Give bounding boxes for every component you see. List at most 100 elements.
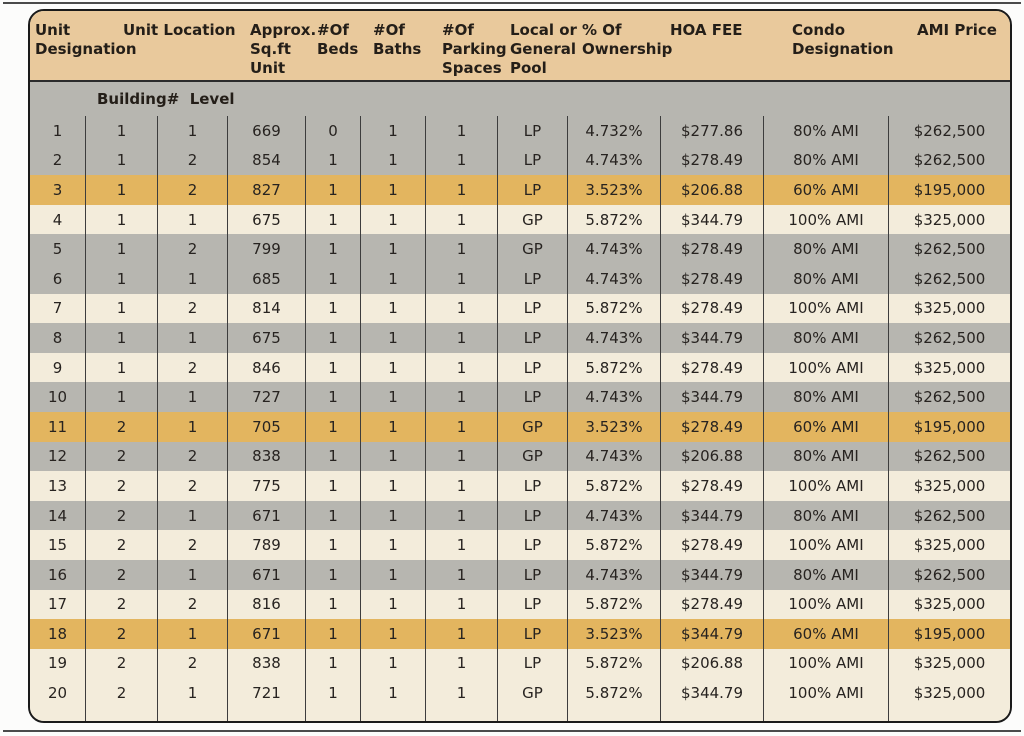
cell-building: 2 <box>85 559 157 590</box>
cell-hoa <box>660 707 763 721</box>
cell-building: 2 <box>85 471 157 501</box>
cell-baths: 1 <box>360 234 425 264</box>
unit-table: Unit Designation Unit Location Approx. S… <box>28 9 1012 723</box>
cell-pool: GP <box>497 441 567 472</box>
table-row: 4 1 1 675 1 1 1 GP 5.872% $344.79 100% AMI $325,000 <box>30 204 1010 235</box>
cell-pool: LP <box>497 293 567 324</box>
cell-level: 1 <box>157 559 227 590</box>
cell-beds: 1 <box>305 678 360 708</box>
cell-sqft: 799 <box>227 234 305 264</box>
cell-price: $325,000 <box>888 589 1010 620</box>
cell-beds: 1 <box>305 411 360 442</box>
cell-baths: 1 <box>360 619 425 649</box>
cell-beds: 1 <box>305 441 360 472</box>
table-row: 8 1 1 675 1 1 1 LP 4.743% $344.79 80% AMI $262,500 <box>30 323 1010 353</box>
cell-parking: 1 <box>425 411 497 442</box>
cell-price: $262,500 <box>888 382 1010 412</box>
cell-condo: 80% AMI <box>763 323 888 353</box>
cell-unit: 7 <box>52 299 63 318</box>
table-row: 17 2 2 816 1 1 1 LP 5.872% $278.49 100% AMI $325,00… <box>30 589 1010 620</box>
cell-price: $325,000 <box>888 352 1010 383</box>
cell-hoa: $278.49 <box>660 530 763 560</box>
cell-sqft: 671 <box>227 500 305 531</box>
cell-level: 1 <box>157 116 227 146</box>
cell-level <box>157 707 227 721</box>
cell-level: 1 <box>157 411 227 442</box>
table-row: 19 2 2 838 1 1 1 LP 5.872% $206.88 100% AMI $325,00… <box>30 648 1010 679</box>
cell-level: 1 <box>157 263 227 294</box>
cell-baths: 1 <box>360 293 425 324</box>
cell-sqft: 854 <box>227 145 305 176</box>
cell-level: 2 <box>157 530 227 560</box>
cell-hoa: $278.49 <box>660 411 763 442</box>
cell-condo: 100% AMI <box>763 204 888 235</box>
cell-condo: 100% AMI <box>763 678 888 708</box>
cell-pool: LP <box>497 116 567 146</box>
table-row: 13 2 2 775 1 1 1 LP 5.872% $278.49 100% AMI $325,00… <box>30 471 1010 501</box>
table-row <box>30 707 1010 721</box>
cell-beds: 1 <box>305 175 360 205</box>
cell-price: $325,000 <box>888 293 1010 324</box>
cell-condo: 80% AMI <box>763 559 888 590</box>
cell-baths: 1 <box>360 352 425 383</box>
cell-price: $195,000 <box>888 619 1010 649</box>
table-row: 3 1 2 827 1 1 1 LP 3.523% $206.88 60% AMI $195,000 <box>30 175 1010 205</box>
cell-hoa: $278.49 <box>660 352 763 383</box>
cell-beds: 1 <box>305 234 360 264</box>
cell-level: 2 <box>157 293 227 324</box>
cell-level: 2 <box>157 648 227 679</box>
cell-level: 1 <box>157 382 227 412</box>
cell-sqft: 846 <box>227 352 305 383</box>
table-row: 10 1 1 727 1 1 1 LP 4.743% $344.79 80% AMI $262,500 <box>30 382 1010 412</box>
cell-ownership: 4.743% <box>567 500 660 531</box>
page-top-edge <box>3 2 1021 4</box>
page-bottom-edge <box>3 730 1021 732</box>
cell-sqft: 727 <box>227 382 305 412</box>
cell-price: $262,500 <box>888 116 1010 146</box>
cell-hoa: $277.86 <box>660 116 763 146</box>
cell-baths: 1 <box>360 204 425 235</box>
cell-pool: LP <box>497 471 567 501</box>
cell-level: 2 <box>157 441 227 472</box>
cell-parking: 1 <box>425 263 497 294</box>
cell-ownership: 5.872% <box>567 589 660 620</box>
table-row: 15 2 2 789 1 1 1 LP 5.872% $278.49 100% AMI $325,00… <box>30 530 1010 560</box>
cell-beds <box>305 707 360 721</box>
cell-level: 2 <box>157 175 227 205</box>
cell-unit: 4 <box>52 210 63 229</box>
cell-beds: 1 <box>305 589 360 620</box>
cell-pool: LP <box>497 559 567 590</box>
cell-unit: 18 <box>47 624 68 643</box>
cell-level: 2 <box>157 471 227 501</box>
cell-pool: LP <box>497 648 567 679</box>
cell-price: $195,000 <box>888 175 1010 205</box>
cell-hoa: $206.88 <box>660 175 763 205</box>
cell-baths: 1 <box>360 382 425 412</box>
subheader-building-level: Building# Level <box>97 90 235 108</box>
cell-unit: 1 <box>52 121 63 140</box>
cell-ownership: 3.523% <box>567 619 660 649</box>
cell-ownership: 4.743% <box>567 382 660 412</box>
cell-unit: 12 <box>47 447 68 466</box>
table-body: 1 1 1 669 0 1 1 LP 4.732% $277.86 80% AMI $262,500 2… <box>30 116 1010 721</box>
cell-ownership: 5.872% <box>567 204 660 235</box>
cell-baths: 1 <box>360 589 425 620</box>
cell-building: 1 <box>85 323 157 353</box>
cell-baths <box>360 707 425 721</box>
cell-hoa: $206.88 <box>660 648 763 679</box>
cell-condo: 80% AMI <box>763 145 888 176</box>
cell-price: $325,000 <box>888 204 1010 235</box>
cell-ownership: 3.523% <box>567 175 660 205</box>
cell-building: 1 <box>85 234 157 264</box>
table-header-row: Unit Designation Unit Location Approx. S… <box>30 11 1010 82</box>
cell-unit: 6 <box>52 269 63 288</box>
header-unit-designation: Unit Designation <box>35 21 137 58</box>
cell-sqft: 838 <box>227 648 305 679</box>
table-row: 6 1 1 685 1 1 1 LP 4.743% $278.49 80% AMI $262,500 <box>30 263 1010 294</box>
cell-baths: 1 <box>360 471 425 501</box>
cell-hoa: $344.79 <box>660 500 763 531</box>
cell-beds: 1 <box>305 530 360 560</box>
cell-unit: 11 <box>47 417 68 436</box>
cell-beds: 1 <box>305 648 360 679</box>
cell-condo: 80% AMI <box>763 382 888 412</box>
